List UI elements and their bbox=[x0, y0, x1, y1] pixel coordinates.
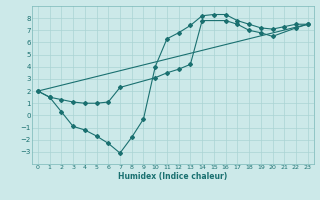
X-axis label: Humidex (Indice chaleur): Humidex (Indice chaleur) bbox=[118, 172, 228, 181]
